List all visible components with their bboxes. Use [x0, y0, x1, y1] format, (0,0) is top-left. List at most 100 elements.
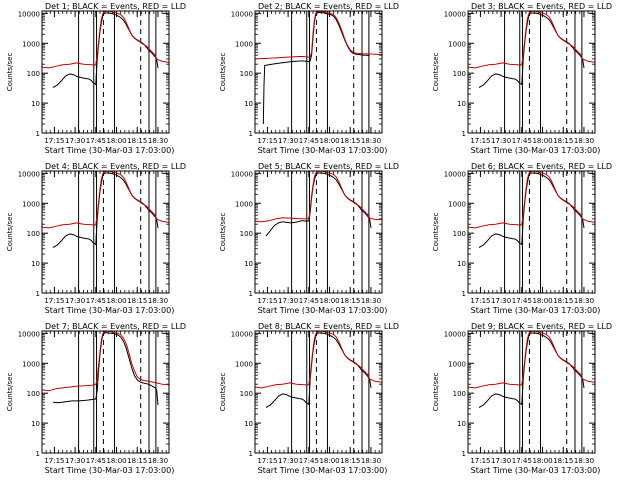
- y-tick-label: 1000: [448, 40, 466, 48]
- y-axis-label: Counts/sec: [432, 213, 440, 252]
- x-tick-label: 18:15: [127, 457, 147, 465]
- y-axis-label: Counts/sec: [6, 53, 14, 92]
- y-tick-label: 1000: [22, 40, 40, 48]
- y-tick-label: 1000: [235, 40, 253, 48]
- events-series-line: [478, 172, 585, 249]
- x-tick-label: 18:30: [148, 297, 168, 305]
- y-tick-label: 1: [249, 450, 253, 458]
- x-tick-label: 18:00: [532, 137, 552, 145]
- x-tick-label: 18:00: [106, 137, 126, 145]
- panel-title: Det 7; BLACK = Events, RED = LLD: [45, 322, 186, 331]
- y-axis-label: Counts/sec: [219, 213, 227, 252]
- y-tick-label: 10000: [231, 10, 253, 18]
- y-tick-label: 100: [240, 230, 253, 238]
- y-tick-label: 100: [453, 390, 466, 398]
- x-tick-label: 18:15: [127, 297, 147, 305]
- events-series-line: [52, 12, 159, 89]
- panel-title: Det 2; BLACK = Events, RED = LLD: [258, 2, 399, 11]
- x-tick-label: 18:00: [106, 297, 126, 305]
- panel-title: Det 8; BLACK = Events, RED = LLD: [258, 322, 399, 331]
- y-tick-label: 10000: [18, 170, 40, 178]
- y-tick-label: 1000: [235, 200, 253, 208]
- events-series-line: [265, 172, 372, 237]
- events-series-line: [262, 11, 370, 125]
- x-tick-label: 17:15: [470, 457, 490, 465]
- x-tick-label: 17:15: [257, 137, 277, 145]
- events-series-line: [478, 12, 585, 89]
- plot-frame: [254, 170, 383, 294]
- x-tick-label: 17:30: [278, 137, 298, 145]
- x-tick-label: 17:45: [86, 457, 106, 465]
- lld-series-line: [41, 10, 170, 69]
- x-tick-label: 17:15: [44, 457, 64, 465]
- x-tick-label: 18:15: [553, 137, 573, 145]
- y-tick-label: 1: [249, 290, 253, 298]
- x-tick-label: 18:00: [319, 457, 339, 465]
- y-tick-label: 1: [249, 130, 253, 138]
- x-tick-label: 18:30: [361, 137, 381, 145]
- y-tick-label: 10000: [231, 170, 253, 178]
- x-tick-label: 17:30: [65, 457, 85, 465]
- x-tick-label: 17:30: [278, 297, 298, 305]
- x-tick-label: 17:30: [65, 137, 85, 145]
- x-axis-label: Start Time (30-Mar-03 17:03:00): [258, 466, 388, 475]
- panel-title: Det 3; BLACK = Events, RED = LLD: [471, 2, 612, 11]
- panel-det-3: Det 3; BLACK = Events, RED = LLD Counts/s…: [432, 2, 612, 155]
- x-tick-label: 18:00: [532, 457, 552, 465]
- x-tick-label: 17:15: [257, 297, 277, 305]
- y-axis-label: Counts/sec: [219, 373, 227, 412]
- y-tick-label: 100: [453, 70, 466, 78]
- x-tick-label: 17:45: [86, 297, 106, 305]
- y-tick-label: 100: [240, 70, 253, 78]
- x-tick-label: 18:30: [574, 457, 594, 465]
- x-tick-label: 18:30: [148, 137, 168, 145]
- y-axis-label: Counts/sec: [6, 213, 14, 252]
- y-tick-label: 10: [244, 260, 253, 268]
- x-tick-label: 17:30: [491, 457, 511, 465]
- y-tick-label: 10: [244, 420, 253, 428]
- panel-title: Det 4; BLACK = Events, RED = LLD: [45, 162, 186, 171]
- x-tick-label: 18:30: [574, 297, 594, 305]
- lld-series-line: [254, 170, 383, 223]
- lld-series-line: [467, 10, 596, 69]
- x-tick-label: 18:30: [361, 297, 381, 305]
- y-tick-label: 100: [27, 230, 40, 238]
- x-tick-label: 17:30: [491, 137, 511, 145]
- x-tick-label: 18:15: [340, 297, 360, 305]
- y-tick-label: 1000: [22, 200, 40, 208]
- x-tick-label: 17:45: [512, 457, 532, 465]
- lld-series-line: [467, 330, 596, 389]
- panel-det-7: Det 7; BLACK = Events, RED = LLD Counts/s…: [6, 322, 186, 475]
- y-tick-label: 1: [36, 290, 40, 298]
- y-tick-label: 10: [31, 100, 40, 108]
- panel-det-6: Det 6; BLACK = Events, RED = LLD Counts/s…: [432, 162, 612, 315]
- lld-series-line: [254, 330, 383, 389]
- events-series-line: [478, 332, 585, 409]
- y-tick-label: 10: [457, 420, 466, 428]
- x-tick-label: 17:45: [299, 297, 319, 305]
- x-tick-label: 17:15: [470, 297, 490, 305]
- y-tick-label: 10: [457, 260, 466, 268]
- x-tick-label: 18:15: [553, 457, 573, 465]
- x-tick-label: 17:30: [65, 297, 85, 305]
- x-tick-label: 18:00: [319, 297, 339, 305]
- x-axis-label: Start Time (30-Mar-03 17:03:00): [258, 306, 388, 315]
- y-tick-label: 1000: [448, 200, 466, 208]
- x-tick-label: 18:30: [361, 457, 381, 465]
- y-tick-label: 1: [462, 450, 466, 458]
- x-tick-label: 17:15: [44, 137, 64, 145]
- y-tick-label: 1: [462, 290, 466, 298]
- x-tick-label: 18:15: [553, 297, 573, 305]
- y-tick-label: 1: [36, 450, 40, 458]
- panel-det-1: Det 1; BLACK = Events, RED = LLD Counts/s…: [6, 2, 186, 155]
- x-tick-label: 17:15: [44, 297, 64, 305]
- y-tick-label: 10000: [231, 330, 253, 338]
- y-tick-label: 10: [244, 100, 253, 108]
- y-tick-label: 1000: [22, 360, 40, 368]
- x-tick-label: 18:00: [319, 137, 339, 145]
- events-series-line: [52, 332, 159, 406]
- y-axis-label: Counts/sec: [432, 53, 440, 92]
- panel-title: Det 9; BLACK = Events, RED = LLD: [471, 322, 612, 331]
- y-tick-label: 10000: [18, 330, 40, 338]
